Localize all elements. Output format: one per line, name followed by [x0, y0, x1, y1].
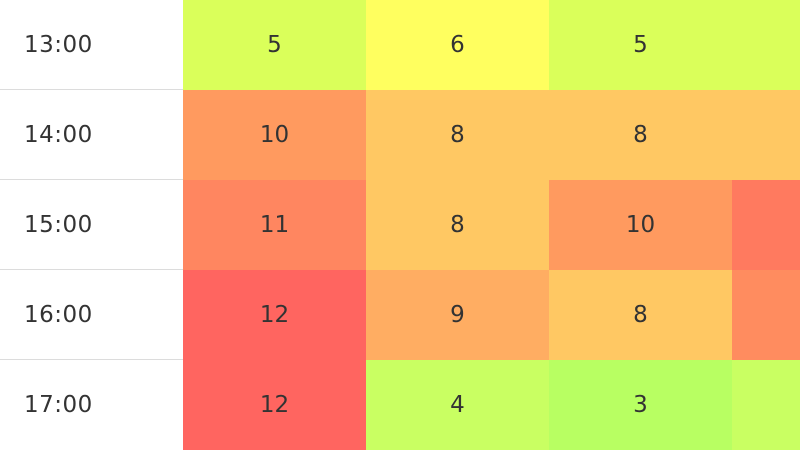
- heatmap-cell: 4: [366, 360, 549, 450]
- heatmap-cell: [732, 90, 800, 180]
- table-row: 13:00 5 6 5: [0, 0, 800, 90]
- time-label: 14:00: [0, 90, 183, 180]
- time-label: 15:00: [0, 180, 183, 270]
- heatmap-cell: [732, 360, 800, 450]
- table-row: 16:00 12 9 8: [0, 270, 800, 360]
- heatmap-cell: 5: [183, 0, 366, 90]
- table-row: 15:00 11 8 10: [0, 180, 800, 270]
- heatmap-cell: 9: [366, 270, 549, 360]
- heatmap-cell: 11: [183, 180, 366, 270]
- heatmap-cell: 8: [366, 180, 549, 270]
- time-label: 17:00: [24, 392, 93, 418]
- heatmap-cell: 3: [549, 360, 732, 450]
- heatmap-cell: [732, 270, 800, 360]
- heatmap-cell: 8: [549, 90, 732, 180]
- heatmap-cell: 12: [183, 270, 366, 360]
- heatmap-cell: 12: [183, 360, 366, 450]
- heatmap-cell: 10: [183, 90, 366, 180]
- heatmap-cell: 5: [549, 0, 732, 90]
- table-row: 14:00 10 8 8: [0, 90, 800, 180]
- heatmap-cell: 8: [549, 270, 732, 360]
- heatmap-cell: [732, 180, 800, 270]
- time-label: 13:00: [0, 0, 183, 90]
- heatmap-cell: [732, 0, 800, 90]
- heatmap-cell: 10: [549, 180, 732, 270]
- table-row: 17:00 12 4 3: [0, 360, 800, 450]
- heatmap-cell: 6: [366, 0, 549, 90]
- time-label: 16:00: [0, 270, 183, 360]
- heatmap-cell: 8: [366, 90, 549, 180]
